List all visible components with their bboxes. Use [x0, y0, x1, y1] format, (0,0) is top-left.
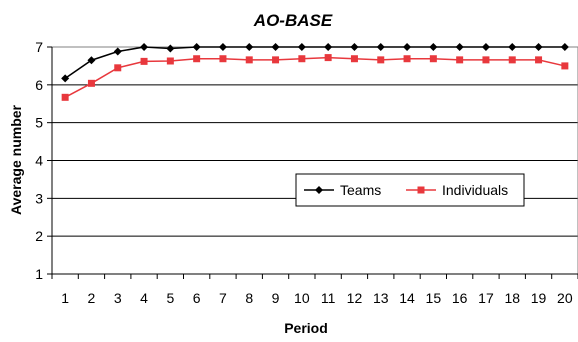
- data-point-teams: [481, 43, 490, 51]
- data-point-individuals: [482, 56, 490, 64]
- legend: Teams Individuals: [295, 173, 525, 207]
- x-tick-label: 2: [88, 290, 96, 306]
- x-tick-label: 3: [114, 290, 122, 306]
- data-point-teams: [61, 74, 70, 83]
- data-point-individuals: [508, 56, 516, 64]
- data-point-individuals: [403, 55, 411, 63]
- data-point-teams: [218, 43, 227, 51]
- data-point-individuals: [193, 55, 201, 63]
- data-point-teams: [297, 43, 306, 51]
- x-tick-label: 15: [426, 290, 442, 306]
- data-point-teams: [245, 43, 254, 51]
- legend-individuals-marker: [417, 186, 425, 194]
- series-line-teams: [64, 46, 565, 80]
- data-point-individuals: [114, 64, 122, 72]
- data-point-teams: [87, 56, 96, 65]
- data-point-teams: [350, 43, 359, 51]
- data-point-teams: [324, 43, 333, 51]
- data-point-individuals: [166, 57, 174, 65]
- data-point-individuals: [272, 56, 280, 64]
- x-tick-label: 8: [245, 290, 253, 306]
- chart-title: AO-BASE: [253, 11, 333, 30]
- data-point-individuals: [456, 56, 464, 64]
- x-tick-label: 1: [61, 290, 69, 306]
- series-line-individuals: [64, 56, 566, 98]
- y-axis-label: Average number: [8, 104, 24, 215]
- data-point-teams: [534, 43, 543, 51]
- series-individuals: [61, 54, 569, 101]
- data-point-individuals: [535, 56, 543, 64]
- x-tick-label: 19: [531, 290, 547, 306]
- data-point-teams: [403, 43, 412, 51]
- data-point-individuals: [350, 55, 358, 63]
- data-point-teams: [508, 43, 517, 51]
- x-tick-label: 17: [478, 290, 494, 306]
- legend-individuals-label: Individuals: [442, 182, 508, 198]
- legend-teams-label: Teams: [340, 182, 381, 198]
- y-tick-label: 2: [35, 228, 43, 244]
- data-point-teams: [140, 43, 149, 51]
- y-tick-label: 1: [35, 266, 43, 282]
- x-tick-label: 10: [294, 290, 310, 306]
- data-point-individuals: [245, 56, 253, 64]
- data-point-individuals: [429, 55, 437, 63]
- gridlines: [52, 46, 578, 237]
- data-point-teams: [192, 43, 201, 51]
- data-point-teams: [560, 43, 569, 51]
- y-tick-label: 4: [35, 153, 43, 169]
- data-point-individuals: [87, 79, 95, 87]
- x-tick-label: 14: [399, 290, 415, 306]
- y-tick-label: 3: [35, 190, 43, 206]
- data-point-individuals: [219, 55, 227, 63]
- x-axis-label: Period: [284, 320, 328, 336]
- data-point-individuals: [324, 54, 332, 62]
- data-point-teams: [455, 43, 464, 51]
- data-point-individuals: [377, 56, 385, 64]
- data-point-teams: [113, 47, 122, 56]
- x-tick-label: 9: [272, 290, 280, 306]
- x-tick-label: 7: [219, 290, 227, 306]
- data-point-teams: [429, 43, 438, 51]
- y-tick-label: 7: [35, 39, 43, 55]
- data-point-individuals: [140, 57, 148, 65]
- data-point-teams: [376, 43, 385, 51]
- x-tick-label: 16: [452, 290, 468, 306]
- data-point-teams: [271, 43, 280, 51]
- x-tick-label: 12: [347, 290, 363, 306]
- series-teams: [61, 43, 569, 83]
- data-point-individuals: [561, 62, 569, 70]
- x-tick-label: 4: [140, 290, 148, 306]
- y-tick-label: 5: [35, 115, 43, 131]
- x-tick-label: 11: [321, 290, 336, 306]
- x-axis: 1 2 3 4 5 6 7 8 9 10 11 12 13 14 15 16 17 18 19 20: [51, 274, 578, 306]
- series-layer: [61, 43, 569, 101]
- data-point-individuals: [298, 55, 306, 63]
- data-point-teams: [166, 44, 175, 53]
- y-tick-label: 6: [35, 77, 43, 93]
- data-point-individuals: [61, 93, 69, 101]
- legend-teams-marker: [315, 186, 323, 194]
- x-tick-label: 18: [504, 290, 520, 306]
- x-tick-label: 5: [166, 290, 174, 306]
- x-tick-label: 13: [373, 290, 389, 306]
- x-tick-label: 20: [557, 290, 573, 306]
- x-tick-label: 6: [193, 290, 201, 306]
